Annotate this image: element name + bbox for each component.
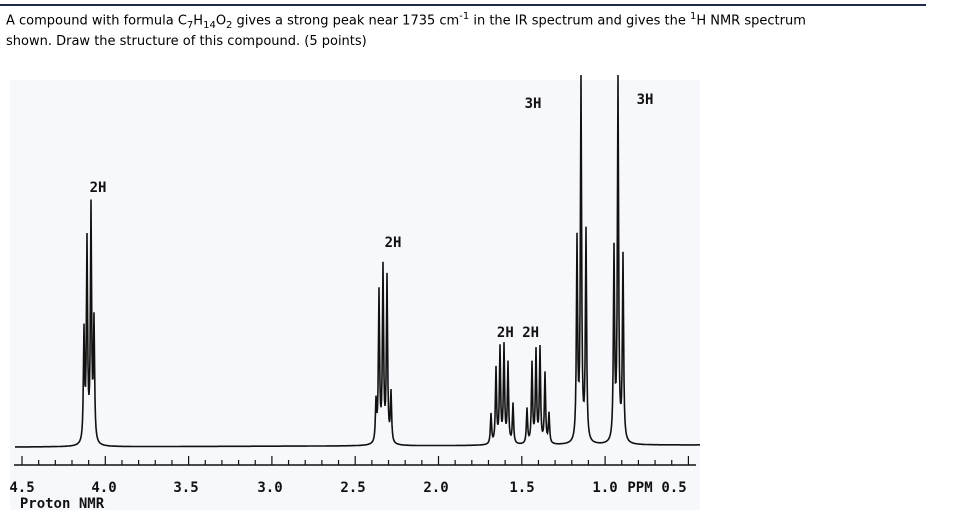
integration-label: 2H — [90, 180, 107, 196]
axis-labels: 4.5 4.0 3.5 3.0 2.5 2.0 1.5 1.0 PPM 0.5 — [9, 480, 686, 496]
spectrum-trace — [15, 74, 700, 448]
text: gives a strong peak near 1735 cm — [232, 13, 460, 29]
subscript: 2 — [226, 19, 233, 31]
question-line: A compound with formula C7H14O2 gives a … — [6, 11, 806, 31]
integration-label: 3H — [525, 96, 542, 112]
subscript: 14 — [203, 19, 216, 31]
axis-label: 2.5 — [340, 480, 365, 496]
axis-label: 0.5 — [661, 480, 686, 496]
text: O — [215, 13, 227, 29]
axis-label: 3.5 — [173, 480, 198, 496]
text: H — [193, 13, 204, 29]
question-line: shown. Draw the structure of this compou… — [6, 34, 367, 49]
text: H NMR spectrum — [696, 13, 806, 29]
caption: Proton NMR — [20, 496, 105, 512]
integration-label: 2H — [385, 235, 402, 251]
text: in the IR spectrum and gives the — [469, 13, 690, 29]
axis-label: 4.5 — [9, 480, 34, 496]
axis-label: 4.0 — [91, 480, 116, 496]
axis-label: 3.0 — [257, 480, 282, 496]
axis-label: 2.0 — [423, 480, 448, 496]
axis-label: PPM — [627, 480, 652, 496]
integration-label: 3H — [637, 92, 654, 108]
axis-label: 1.5 — [509, 480, 534, 496]
superscript: -1 — [459, 11, 470, 22]
top-rule — [0, 4, 926, 6]
axis-label: 1.0 — [592, 480, 617, 496]
superscript: 1 — [689, 11, 697, 22]
nmr-spectrum: 2H 2H 3H 3H 2H 2H 4.5 4.0 3.5 3.0 2.5 2.0 1.5 1… — [9, 74, 700, 512]
text: A compound with formula C — [6, 13, 187, 29]
integration-label: 2H 2H — [497, 325, 539, 341]
axis-ticks — [21, 456, 690, 465]
subscript: 7 — [186, 19, 194, 31]
